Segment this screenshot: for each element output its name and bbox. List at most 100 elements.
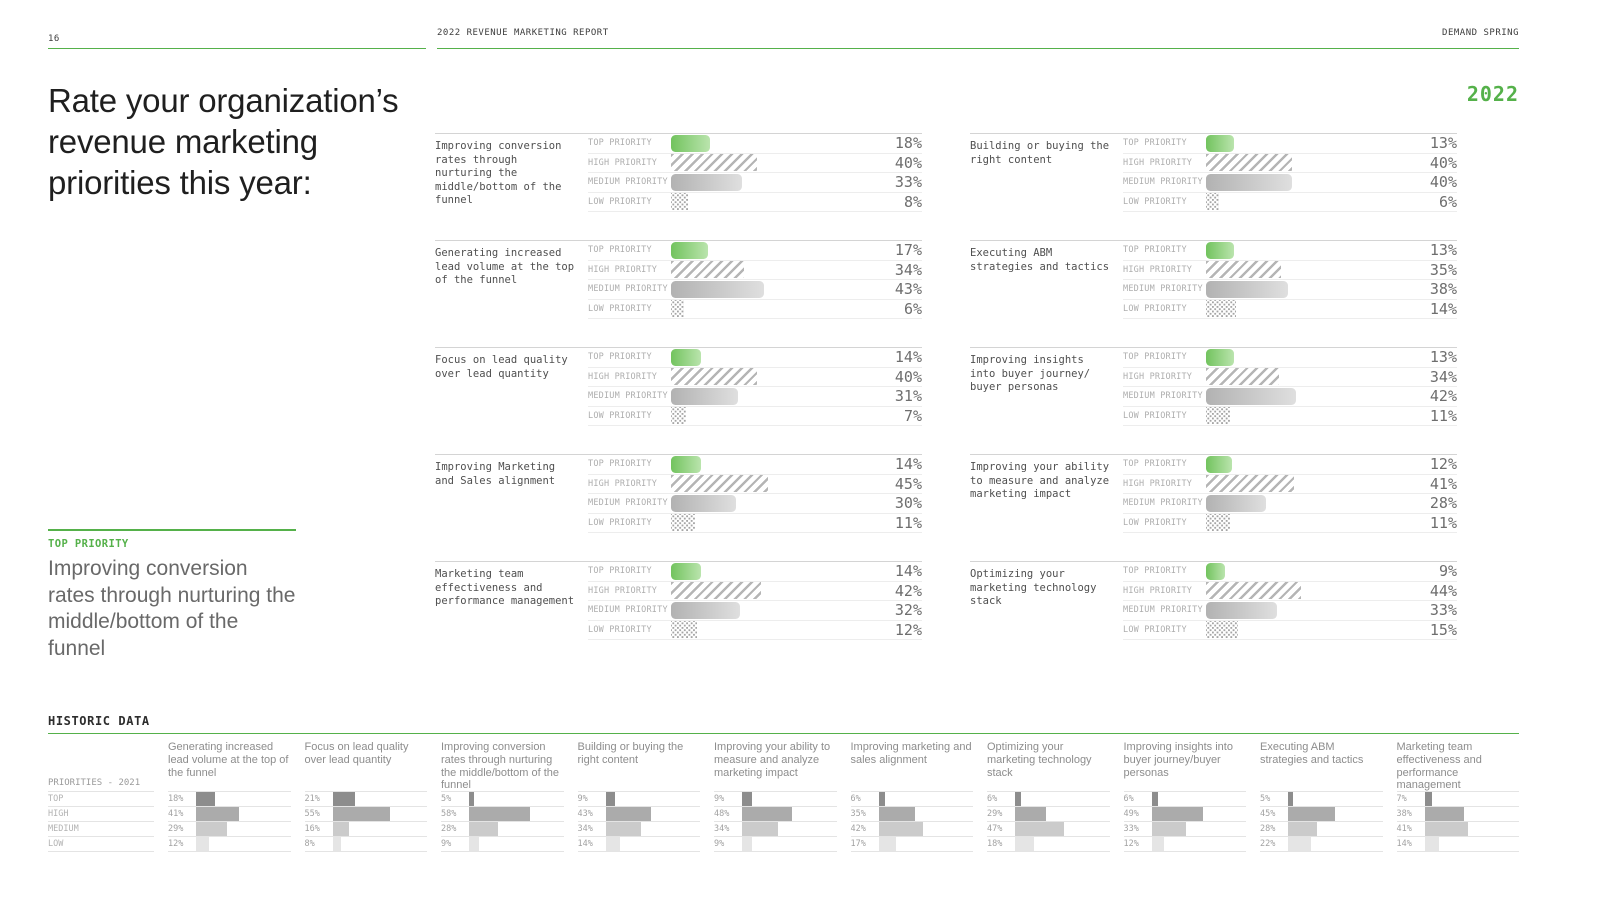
historic-percent: 41% [168,809,184,819]
historic-row: 5% [1260,791,1383,806]
priority-value: 34% [894,260,922,279]
historic-row: 5% [441,791,564,806]
priority-row: LOW PRIORITY 11% [588,513,922,533]
historic-row: 42% [850,821,973,836]
priority-bar-track [671,280,870,298]
historic-percent: 28% [1260,824,1276,834]
priority-group-rows: TOP PRIORITY 13% HIGH PRIORITY 40% MEDIUM PR… [1123,134,1457,212]
priority-group-rows: TOP PRIORITY 14% HIGH PRIORITY 40% MEDIUM PR… [588,348,922,426]
priority-value: 28% [1429,494,1457,513]
priority-bar [1206,261,1282,279]
priority-bar-track [1206,562,1405,580]
historic-bar [1288,822,1318,836]
historic-legend-title: PRIORITIES - 2021 [48,778,141,788]
brand-name: DEMAND SPRING [1442,28,1519,38]
priority-row-label: LOW PRIORITY [1123,624,1187,635]
priority-bar [1206,154,1292,172]
priority-bar [1206,348,1234,366]
historic-row: 6% [987,791,1110,806]
priority-bar-track [671,582,870,600]
priority-row-label: LOW PRIORITY [588,624,652,635]
page-number: 16 [48,34,60,44]
priority-row-label: MEDIUM PRIORITY [588,498,668,509]
historic-chart-title-area: Optimizing your marketing technology sta… [987,739,1110,791]
historic-bar [742,807,793,821]
priority-chart-column-right: Building or buying the right content TOP … [970,133,1457,668]
priority-bar-track [671,475,870,493]
priority-group: Improving Marketing and Sales alignment T… [435,454,922,533]
priority-group: Executing ABM strategies and tactics TOP … [970,240,1457,319]
priority-value: 33% [894,173,922,192]
priority-bar [671,514,695,532]
priority-row: MEDIUM PRIORITY 33% [588,173,922,193]
priority-row-label: TOP PRIORITY [1123,459,1187,470]
historic-row: 43% [577,806,700,821]
priority-bar [671,193,689,211]
historic-percent: 7% [1396,794,1407,804]
priority-value: 31% [894,387,922,406]
priority-group-rows: TOP PRIORITY 9% HIGH PRIORITY 44% MEDIUM PRI… [1123,562,1457,640]
priority-row-label: LOW PRIORITY [1123,303,1187,314]
historic-percent: 55% [304,809,320,819]
historic-percent: 5% [1260,794,1271,804]
priority-group-label: Improving insights into buyer journey/ b… [970,354,1091,393]
historic-percent: 21% [304,794,320,804]
priority-bar-track [1206,407,1405,425]
historic-percent: 45% [1260,809,1276,819]
priority-row-label: TOP PRIORITY [588,352,652,363]
historic-bar [878,837,897,851]
priority-row: TOP PRIORITY 14% [588,455,922,475]
historic-row: 29% [168,821,291,836]
priority-bar-track [671,387,870,405]
historic-bar [1151,837,1165,851]
priority-value: 40% [894,153,922,172]
historic-bar [196,822,227,836]
priority-value: 12% [1429,455,1457,474]
priority-bar-track [671,134,870,152]
historic-percent: 12% [1123,839,1139,849]
historic-row: 21% [304,791,427,806]
priority-value: 14% [1429,299,1457,318]
historic-percent: 6% [850,794,861,804]
historic-chart-rows: 9% 48% 34% 9% [714,791,837,852]
historic-legend-row-label: TOP [48,794,64,804]
page-title-line: priorities this year: [48,164,312,201]
priority-bar [1206,407,1230,425]
historic-bar [1015,807,1046,821]
priority-bar [671,300,684,318]
priority-row-label: HIGH PRIORITY [1123,585,1193,596]
priority-row-label: LOW PRIORITY [1123,410,1187,421]
historic-bar [742,792,752,806]
historic-chart-title: Improving conversion rates through nurtu… [441,741,560,792]
priority-group: Marketing team effectiveness and perform… [435,561,922,640]
priority-bar-track [671,241,870,259]
historic-chart-title: Executing ABM strategies and tactics [1260,741,1364,766]
historic-chart: Improving insights into buyer journey/bu… [1123,739,1246,852]
historic-bar [1424,792,1432,806]
historic-chart-title-area: Executing ABM strategies and tactics [1260,739,1383,791]
priority-bar [671,475,768,493]
priority-row: LOW PRIORITY 8% [588,193,922,212]
historic-chart: Improving marketing and sales alignment 6… [850,739,973,852]
priority-value: 9% [1438,562,1457,581]
historic-row: 35% [850,806,973,821]
historic-bar [196,837,209,851]
priority-row: HIGH PRIORITY 42% [588,582,922,601]
historic-row: 9% [441,836,564,851]
priority-row: LOW PRIORITY 6% [1123,193,1457,212]
priority-value: 11% [894,513,922,532]
historic-percent: 47% [987,824,1003,834]
priority-row: TOP PRIORITY 9% [1123,562,1457,582]
historic-chart-title-area: Improving your ability to measure and an… [714,739,837,791]
historic-percent: 14% [1396,839,1412,849]
historic-legend-row-label: MEDIUM [48,824,79,834]
historic-chart-title: Focus on lead quality over lead quantity [304,741,409,766]
historic-chart-title-area: Improving conversion rates through nurtu… [441,739,564,791]
priority-value: 18% [894,134,922,153]
priority-bar-track [1206,387,1405,405]
historic-percent: 9% [441,839,452,849]
priority-row-label: HIGH PRIORITY [588,264,658,275]
historic-percent: 12% [168,839,184,849]
historic-row: 41% [1396,821,1519,836]
priority-row-label: LOW PRIORITY [588,303,652,314]
